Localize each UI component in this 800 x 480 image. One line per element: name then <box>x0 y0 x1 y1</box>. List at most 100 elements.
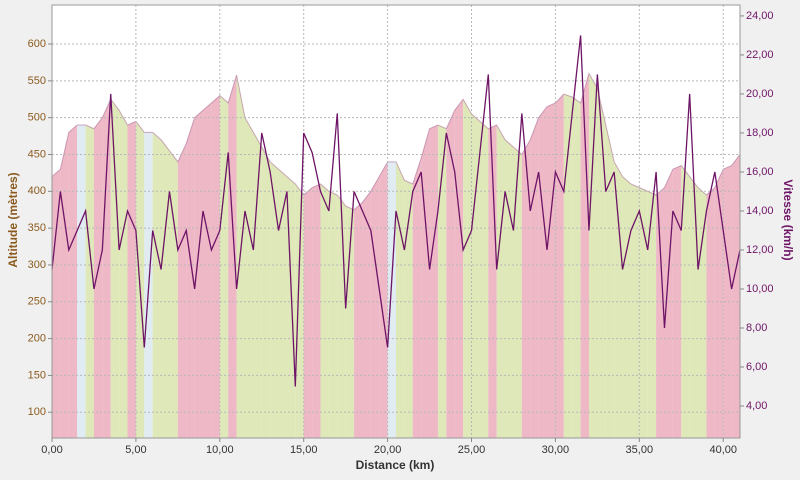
y-tick-label: 450 <box>28 148 46 160</box>
altitude-segment <box>370 176 380 438</box>
altitude-segment <box>538 106 548 439</box>
altitude-segment <box>52 169 61 438</box>
altitude-segment <box>320 183 329 438</box>
altitude-segment <box>337 194 346 438</box>
altitude-segment <box>731 154 740 438</box>
altitude-segment <box>714 169 724 438</box>
altitude-segment <box>572 97 581 438</box>
altitude-segment <box>236 74 245 438</box>
altitude-segment <box>530 117 539 438</box>
altitude-segment <box>85 125 94 438</box>
altitude-segment <box>345 206 355 438</box>
x-tick-label: 15,00 <box>290 444 318 456</box>
altitude-segment <box>203 102 212 438</box>
altitude-segment <box>177 143 187 438</box>
altitude-segment <box>102 99 111 438</box>
x-tick-label: 10,00 <box>206 444 234 456</box>
altitude-segment <box>580 73 589 439</box>
altitude-segment <box>328 191 338 438</box>
altitude-segment <box>639 187 648 438</box>
altitude-segment <box>219 95 229 438</box>
plot-frame <box>51 4 741 439</box>
altitude-segment <box>547 102 556 438</box>
y-tick-label: 600 <box>28 38 46 50</box>
altitude-segment <box>656 187 665 438</box>
altitude-segment <box>379 161 388 438</box>
altitude-segment <box>211 95 220 438</box>
y-tick-label: 150 <box>28 369 46 381</box>
y-tick-label: 400 <box>28 185 46 197</box>
altitude-segment <box>723 165 732 439</box>
altitude-segment <box>698 187 707 438</box>
x-axis-title: Distance (km) <box>356 458 435 472</box>
speed-line <box>51 35 741 387</box>
altitude-segment <box>471 113 480 439</box>
altitude-segment <box>93 117 103 438</box>
altitude-segment <box>446 110 455 439</box>
altitude-segment <box>496 125 506 438</box>
altitude-segment <box>186 117 195 438</box>
x-tick-label: 35,00 <box>626 444 654 456</box>
altitude-segment <box>412 158 422 438</box>
x-tick-label: 40,00 <box>709 444 737 456</box>
plot-layer <box>51 5 741 439</box>
y2-tick-label: 4,00 <box>746 400 767 412</box>
x-tick-label: 5,00 <box>125 444 146 456</box>
altitude-segment <box>605 125 615 438</box>
y2-tick-label: 8,00 <box>746 322 767 334</box>
y-tick-label: 250 <box>28 296 46 308</box>
altitude-segment <box>68 125 78 438</box>
altitude-segment <box>429 125 438 438</box>
altitude-segment <box>404 180 413 438</box>
altitude-segment <box>614 161 623 438</box>
altitude-segment <box>270 161 279 438</box>
altitude-line <box>51 72 741 211</box>
x-tick-label: 20,00 <box>374 444 402 456</box>
y-tick-label: 500 <box>28 112 46 124</box>
x-tick-label: 0,00 <box>41 444 62 456</box>
altitude-segment <box>463 99 472 438</box>
altitude-segment <box>396 161 405 438</box>
altitude-segment <box>706 187 715 438</box>
y2-tick-label: 16,00 <box>746 166 774 178</box>
y-tick-label: 350 <box>28 222 46 234</box>
altitude-segment <box>312 183 321 438</box>
altitude-segment <box>152 132 162 439</box>
altitude-segment <box>60 132 69 439</box>
altitude-segment <box>169 150 178 438</box>
altitude-segment <box>597 88 606 438</box>
altitude-segment <box>421 128 430 438</box>
altitude-segment <box>127 121 136 438</box>
altitude-segment <box>303 187 313 438</box>
altitude-segment <box>110 99 120 438</box>
altitude-segment <box>135 121 145 438</box>
y2-axis-title: Vitesse (km/h) <box>781 179 795 260</box>
altitude-segment <box>77 125 86 438</box>
altitude-segment <box>295 183 304 438</box>
x-tick-label: 25,00 <box>458 444 486 456</box>
altitude-segment <box>228 74 237 438</box>
altitude-segment <box>161 139 170 439</box>
altitude-segment <box>119 110 128 439</box>
y2-tick-label: 22,00 <box>746 49 774 61</box>
altitude-segment <box>387 161 396 438</box>
x-tick-label: 30,00 <box>542 444 570 456</box>
y2-tick-label: 18,00 <box>746 127 774 139</box>
y2-tick-label: 24,00 <box>746 10 774 22</box>
y-tick-label: 100 <box>28 406 46 418</box>
altitude-segment <box>354 202 363 438</box>
altitude-segment <box>622 176 631 438</box>
altitude-segment <box>437 125 447 438</box>
altitude-segment <box>261 147 271 438</box>
y-tick-label: 200 <box>28 332 46 344</box>
altitude-segment <box>630 183 640 438</box>
altitude-segment <box>454 99 464 438</box>
altitude-segment <box>194 110 204 439</box>
y-axis-title: Altitude (mètres) <box>6 172 20 267</box>
y2-tick-label: 10,00 <box>746 283 774 295</box>
altitude-segment <box>555 94 564 438</box>
altitude-segment <box>689 176 699 438</box>
altitude-segment <box>362 191 371 438</box>
